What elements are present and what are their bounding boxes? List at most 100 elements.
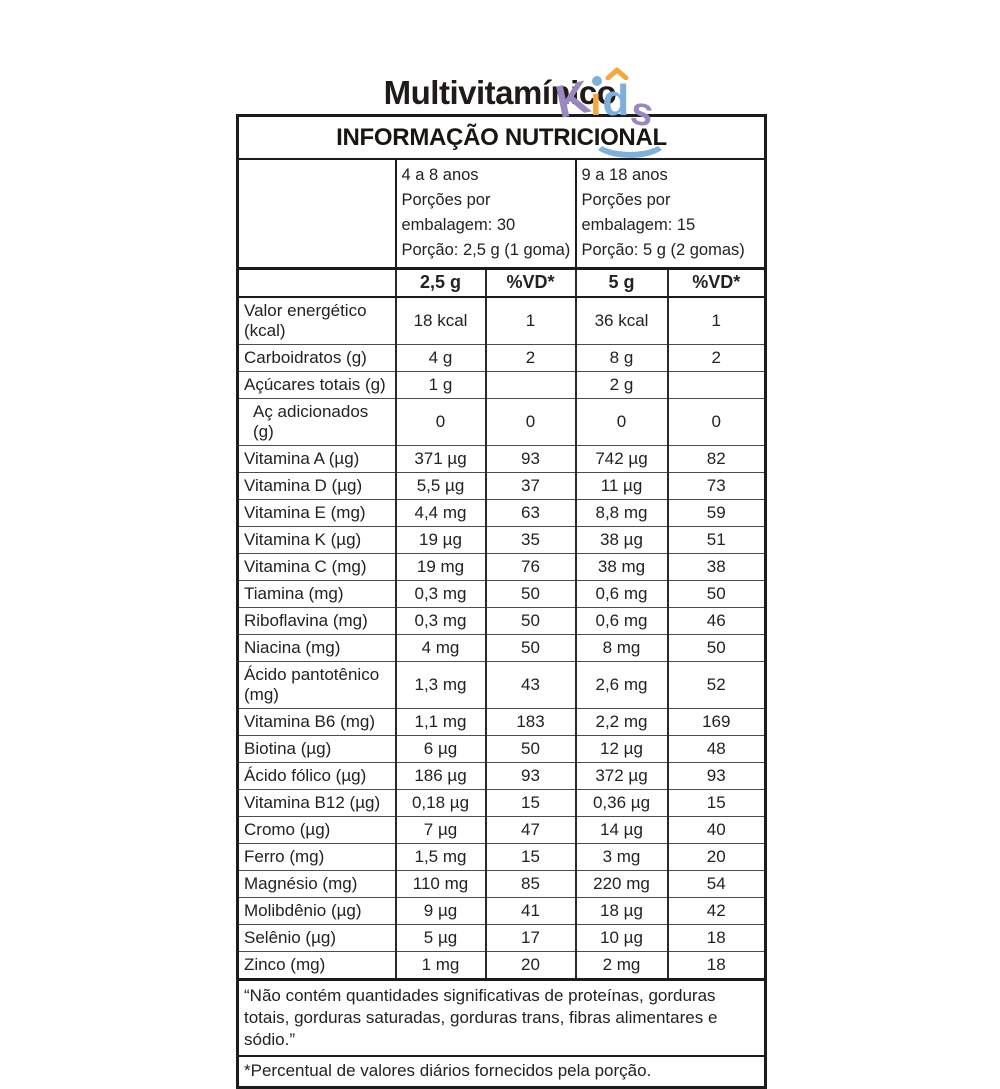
amount-value: 18 kcal	[394, 296, 486, 345]
daily-value-percent: 50	[666, 634, 766, 662]
nutrient-label: Molibdênio (µg)	[237, 897, 396, 925]
amount-value: 0,3 mg	[394, 607, 486, 635]
amount-value: 8,8 mg	[574, 499, 668, 527]
amount-value: 0,18 µg	[394, 789, 486, 817]
amount-value: 4 mg	[394, 634, 486, 662]
no-significant-amounts-note: “Não contém quantidades significativas d…	[237, 978, 766, 1056]
daily-value-footnote: *Percentual de valores diários fornecido…	[237, 1055, 766, 1088]
table-row: Molibdênio (µg) 9 µg 41 18 µg 42	[237, 897, 766, 925]
daily-value-percent: 17	[484, 924, 576, 952]
daily-value-percent: 2	[666, 344, 766, 372]
daily-value-percent: 82	[666, 445, 766, 473]
nutrient-label: Biotina (µg)	[237, 735, 396, 763]
table-row: Vitamina C (mg) 19 mg 76 38 mg 38	[237, 553, 766, 581]
daily-value-percent: 41	[484, 897, 576, 925]
table-row: Cromo (µg) 7 µg 47 14 µg 40	[237, 816, 766, 844]
amount-value: 0	[574, 398, 668, 446]
daily-value-percent: 47	[484, 816, 576, 844]
servings-per-pack: Porções por embalagem: 15	[581, 191, 696, 234]
table-row: Vitamina K (µg) 19 µg 35 38 µg 51	[237, 526, 766, 554]
logo-letter-i: ı	[590, 76, 603, 122]
amount-value: 9 µg	[394, 897, 486, 925]
note-row: “Não contém quantidades significativas d…	[237, 978, 766, 1056]
nutrient-label: Tiamina (mg)	[237, 580, 396, 608]
page-title: Multivitamínico	[383, 74, 617, 111]
nutrient-label: Vitamina D (µg)	[237, 472, 396, 500]
amount-value: 1,1 mg	[394, 708, 486, 736]
table-row: Aç adicionados (g) 0 0 0 0	[237, 398, 766, 446]
nutrient-label: Niacina (mg)	[237, 634, 396, 662]
note-row: *Percentual de valores diários fornecido…	[237, 1055, 766, 1088]
amount-value: 38 µg	[574, 526, 668, 554]
daily-value-percent: 18	[666, 951, 766, 980]
daily-value-percent	[666, 371, 766, 399]
column-header-amount-1: 2,5 g	[394, 268, 486, 298]
daily-value-percent: 1	[484, 296, 576, 345]
amount-value: 1 g	[394, 371, 486, 399]
empty-corner-cell	[237, 159, 396, 270]
amount-value: 38 mg	[574, 553, 668, 581]
amount-value: 11 µg	[574, 472, 668, 500]
daily-value-percent: 50	[666, 580, 766, 608]
amount-value: 2,2 mg	[574, 708, 668, 736]
column-header-dv-1: %VD*	[484, 268, 576, 298]
amount-value: 0,36 µg	[574, 789, 668, 817]
daily-value-percent: 93	[666, 762, 766, 790]
age-groups-row: 4 a 8 anos Porções por embalagem: 30 Por…	[237, 159, 766, 270]
daily-value-percent: 15	[484, 789, 576, 817]
amount-value: 7 µg	[394, 816, 486, 844]
amount-value: 18 µg	[574, 897, 668, 925]
amount-value: 2 mg	[574, 951, 668, 980]
table-row: Tiamina (mg) 0,3 mg 50 0,6 mg 50	[237, 580, 766, 608]
column-header-amount-2: 5 g	[574, 268, 668, 298]
nutrient-label: Vitamina C (mg)	[237, 553, 396, 581]
table-row: Biotina (µg) 6 µg 50 12 µg 48	[237, 735, 766, 763]
logo-letter-k: K	[550, 70, 595, 128]
daily-value-percent: 1	[666, 296, 766, 345]
amount-value: 12 µg	[574, 735, 668, 763]
amount-value: 372 µg	[574, 762, 668, 790]
logo-circumflex-icon	[605, 67, 629, 85]
table-row: Riboflavina (mg) 0,3 mg 50 0,6 mg 46	[237, 607, 766, 635]
daily-value-percent	[484, 371, 576, 399]
amount-value: 2 g	[574, 371, 668, 399]
age-range: 9 a 18 anos	[581, 166, 668, 184]
nutrition-table: INFORMAÇÃO NUTRICIONAL 4 a 8 anos Porçõe…	[236, 114, 768, 1089]
daily-value-percent: 48	[666, 735, 766, 763]
daily-value-percent: 50	[484, 580, 576, 608]
daily-value-percent: 54	[666, 870, 766, 898]
daily-value-percent: 93	[484, 762, 576, 790]
amount-value: 1,3 mg	[394, 661, 486, 709]
nutrient-label: Vitamina K (µg)	[237, 526, 396, 554]
amount-value: 2,6 mg	[574, 661, 668, 709]
amount-value: 0,3 mg	[394, 580, 486, 608]
age-range: 4 a 8 anos	[401, 166, 479, 184]
table-row: Vitamina A (µg) 371 µg 93 742 µg 82	[237, 445, 766, 473]
daily-value-percent: 73	[666, 472, 766, 500]
daily-value-percent: 38	[666, 553, 766, 581]
daily-value-percent: 2	[484, 344, 576, 372]
amount-value: 220 mg	[574, 870, 668, 898]
nutrient-label: Ácido fólico (µg)	[237, 762, 396, 790]
daily-value-percent: 15	[666, 789, 766, 817]
amount-value: 14 µg	[574, 816, 668, 844]
table-row: Vitamina B12 (µg) 0,18 µg 15 0,36 µg 15	[237, 789, 766, 817]
daily-value-percent: 40	[666, 816, 766, 844]
table-row: Valor energético (kcal) 18 kcal 1 36 kcal 1	[237, 296, 766, 345]
nutrient-label: Valor energético (kcal)	[237, 296, 396, 345]
amount-value: 8 g	[574, 344, 668, 372]
amount-value: 0,6 mg	[574, 580, 668, 608]
daily-value-percent: 0	[484, 398, 576, 446]
table-row: Ácido pantotênico (mg) 1,3 mg 43 2,6 mg 52	[237, 661, 766, 709]
daily-value-percent: 20	[666, 843, 766, 871]
table-row: Ferro (mg) 1,5 mg 15 3 mg 20	[237, 843, 766, 871]
daily-value-percent: 43	[484, 661, 576, 709]
column-header-empty	[237, 268, 396, 298]
age-group-4-8: 4 a 8 anos Porções por embalagem: 30 Por…	[394, 159, 576, 270]
amount-value: 186 µg	[394, 762, 486, 790]
daily-value-percent: 52	[666, 661, 766, 709]
daily-value-percent: 0	[666, 398, 766, 446]
nutrient-label: Açúcares totais (g)	[237, 371, 396, 399]
amount-value: 19 µg	[394, 526, 486, 554]
amount-value: 4,4 mg	[394, 499, 486, 527]
